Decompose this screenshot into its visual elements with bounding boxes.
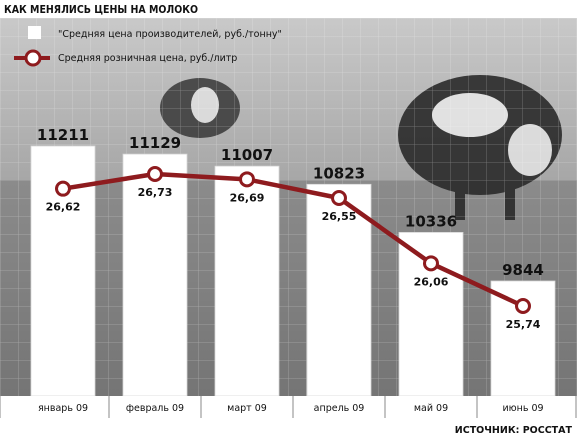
line-point-2 bbox=[147, 166, 163, 182]
legend-bar-label: "Средняя цена производителей, руб./тонну… bbox=[58, 29, 282, 40]
bar-3 bbox=[214, 165, 280, 397]
bar-value-label: 11007 bbox=[221, 146, 273, 164]
bar-value-label: 11211 bbox=[37, 126, 89, 144]
x-axis-label: июнь 09 bbox=[502, 403, 543, 414]
line-value-label: 26,55 bbox=[322, 210, 357, 223]
bars bbox=[30, 145, 556, 397]
line-point-5 bbox=[423, 255, 439, 272]
x-axis-label: апрель 09 bbox=[314, 403, 365, 414]
line-value-label: 26,69 bbox=[230, 191, 265, 204]
line-point-4 bbox=[331, 190, 347, 206]
x-axis-label: май 09 bbox=[414, 403, 448, 414]
retail-price-labels: 26,62 26,73 26,69 26,55 26,06 25,74 bbox=[46, 186, 541, 331]
retail-price-line bbox=[55, 166, 531, 314]
bar-value-label: 10336 bbox=[405, 212, 457, 230]
line-point-3 bbox=[239, 171, 255, 188]
x-axis-labels: январь 09 февраль 09 март 09 апрель 09 май 0… bbox=[38, 403, 544, 414]
x-axis-label: март 09 bbox=[227, 403, 267, 414]
axis-strip bbox=[0, 396, 577, 438]
line-value-label: 26,06 bbox=[414, 275, 449, 288]
legend-line-label: Средняя розничная цена, руб./литр bbox=[58, 53, 237, 64]
x-axis-ticks bbox=[0, 396, 577, 418]
bar-value-label: 11129 bbox=[129, 134, 181, 152]
bar-value-label: 9844 bbox=[502, 261, 544, 279]
chart-title: КАК МЕНЯЛИСЬ ЦЕНЫ НА МОЛОКО bbox=[4, 4, 198, 16]
x-axis-label: январь 09 bbox=[38, 403, 88, 414]
line-point-6 bbox=[515, 298, 531, 314]
bar-2 bbox=[122, 153, 188, 397]
line-value-label: 25,74 bbox=[506, 318, 541, 331]
line-point-1 bbox=[55, 180, 71, 197]
legend: "Средняя цена производителей, руб./тонну… bbox=[14, 26, 282, 67]
bar-4 bbox=[306, 183, 372, 397]
retail-price-series-line bbox=[60, 171, 526, 309]
line-value-label: 26,62 bbox=[46, 201, 81, 214]
title-bar bbox=[0, 0, 577, 18]
legend-bar-swatch bbox=[28, 26, 41, 39]
legend-line-marker bbox=[24, 49, 42, 67]
line-value-label: 26,73 bbox=[138, 186, 173, 199]
bar-value-label: 10823 bbox=[313, 164, 365, 182]
x-axis-label: февраль 09 bbox=[126, 403, 184, 414]
bar-value-labels: 11211 11129 11007 10823 10336 9844 bbox=[37, 126, 544, 279]
source-note: ИСТОЧНИК: РОССТАТ bbox=[455, 425, 573, 436]
